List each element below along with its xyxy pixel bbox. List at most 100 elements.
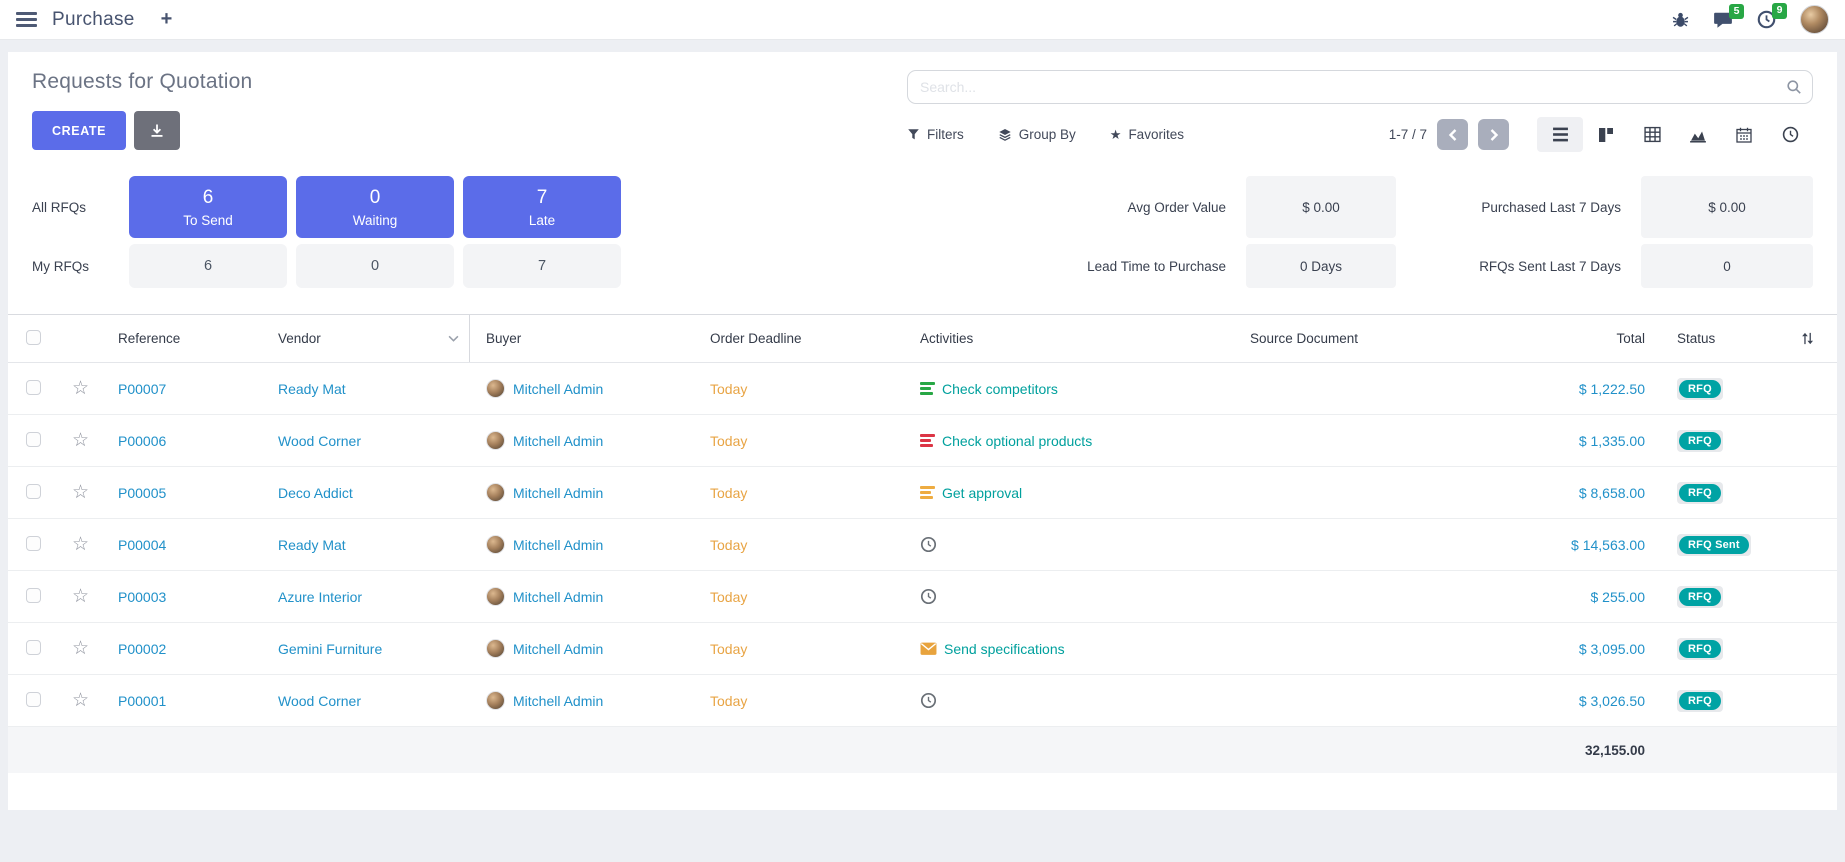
group-by-button[interactable]: Group By	[998, 127, 1076, 142]
all-late-tile[interactable]: 7 Late	[463, 176, 621, 238]
activity-cell[interactable]	[904, 536, 1234, 553]
favorite-star-icon[interactable]: ☆	[72, 378, 90, 399]
header-status[interactable]: Status	[1677, 331, 1716, 346]
pager-previous-button[interactable]	[1437, 119, 1468, 150]
buyer-link[interactable]: Mitchell Admin	[513, 536, 604, 553]
all-to-send-tile[interactable]: 6 To Send	[129, 176, 287, 238]
activity-cell[interactable]	[904, 588, 1234, 605]
buyer-link[interactable]: Mitchell Admin	[513, 432, 604, 449]
my-late-tile[interactable]: 7	[463, 244, 621, 288]
messages-badge: 5	[1729, 3, 1744, 20]
total-cell: $ 255.00	[1590, 588, 1646, 605]
vendor-link[interactable]: Deco Addict	[278, 484, 353, 501]
row-checkbox[interactable]	[26, 691, 41, 707]
favorite-star-icon[interactable]: ☆	[72, 586, 90, 607]
list-view-button[interactable]	[1537, 117, 1583, 152]
row-checkbox[interactable]	[26, 379, 41, 395]
activity-clock-icon[interactable]: 9	[1757, 3, 1787, 29]
all-rfqs-label: All RFQs	[32, 199, 86, 215]
table-row[interactable]: ☆ P00007 Ready Mat Mitchell Admin Today …	[8, 363, 1837, 415]
header-activities[interactable]: Activities	[920, 331, 974, 346]
new-tab-button[interactable]: +	[160, 8, 173, 30]
favorite-star-icon[interactable]: ☆	[72, 430, 90, 451]
vendor-link[interactable]: Wood Corner	[278, 692, 362, 709]
pivot-view-button[interactable]	[1629, 117, 1675, 152]
header-source-document[interactable]: Source Document	[1250, 331, 1359, 346]
buyer-link[interactable]: Mitchell Admin	[513, 692, 604, 709]
page-title: Requests for Quotation	[32, 70, 253, 93]
buyer-avatar	[486, 587, 505, 606]
header-reference[interactable]: Reference	[118, 331, 181, 346]
table-row[interactable]: ☆ P00003 Azure Interior Mitchell Admin T…	[8, 571, 1837, 623]
graph-view-icon	[1690, 131, 1706, 143]
activity-cell[interactable]: Check optional products	[904, 433, 1234, 449]
row-checkbox[interactable]	[26, 431, 41, 447]
table-row[interactable]: ☆ P00004 Ready Mat Mitchell Admin Today …	[8, 519, 1837, 571]
reference-link[interactable]: P00006	[118, 432, 167, 449]
reference-link[interactable]: P00004	[118, 536, 167, 553]
reference-link[interactable]: P00005	[118, 484, 167, 501]
table-row[interactable]: ☆ P00005 Deco Addict Mitchell Admin Toda…	[8, 467, 1837, 519]
activity-view-button[interactable]	[1767, 117, 1813, 152]
my-to-send-tile[interactable]: 6	[129, 244, 287, 288]
export-button[interactable]	[134, 111, 181, 150]
favorite-star-icon[interactable]: ☆	[72, 690, 90, 711]
table-row[interactable]: ☆ P00001 Wood Corner Mitchell Admin Toda…	[8, 675, 1837, 727]
bug-icon[interactable]	[1672, 11, 1689, 28]
calendar-view-button[interactable]	[1721, 117, 1767, 152]
user-avatar[interactable]	[1800, 5, 1829, 34]
group-by-icon	[999, 128, 1011, 141]
activity-cell[interactable]	[904, 692, 1234, 709]
reference-link[interactable]: P00002	[118, 640, 167, 657]
all-waiting-tile[interactable]: 0 Waiting	[296, 176, 454, 238]
favorite-star-icon[interactable]: ☆	[72, 638, 90, 659]
search-icon[interactable]	[1786, 79, 1802, 100]
reference-link[interactable]: P00007	[118, 380, 167, 397]
graph-view-button[interactable]	[1675, 117, 1721, 152]
favorites-button[interactable]: ★ Favorites	[1109, 126, 1184, 143]
apps-menu-icon[interactable]	[16, 12, 37, 27]
filter-icon	[908, 129, 919, 140]
reference-link[interactable]: P00003	[118, 588, 167, 605]
buyer-link[interactable]: Mitchell Admin	[513, 640, 604, 657]
total-cell: $ 14,563.00	[1571, 536, 1645, 553]
kanban-view-button[interactable]	[1583, 117, 1629, 152]
table-row[interactable]: ☆ P00002 Gemini Furniture Mitchell Admin…	[8, 623, 1837, 675]
envelope-icon	[920, 642, 937, 655]
search-input[interactable]	[907, 70, 1813, 104]
my-waiting-tile[interactable]: 0	[296, 244, 454, 288]
optional-columns-button[interactable]	[1777, 331, 1837, 346]
row-checkbox[interactable]	[26, 535, 41, 551]
vendor-link[interactable]: Wood Corner	[278, 432, 362, 449]
row-checkbox[interactable]	[26, 639, 41, 655]
order-deadline-cell: Today	[710, 640, 748, 657]
header-buyer[interactable]: Buyer	[486, 331, 522, 346]
purchased-last-7-days: $ 0.00	[1641, 176, 1813, 238]
vendor-link[interactable]: Ready Mat	[278, 536, 346, 553]
table-row[interactable]: ☆ P00006 Wood Corner Mitchell Admin Toda…	[8, 415, 1837, 467]
header-vendor[interactable]: Vendor	[262, 315, 470, 362]
row-checkbox[interactable]	[26, 587, 41, 603]
create-button[interactable]: CREATE	[32, 111, 127, 150]
row-checkbox[interactable]	[26, 483, 41, 499]
avg-order-value: $ 0.00	[1246, 176, 1396, 238]
vendor-link[interactable]: Gemini Furniture	[278, 640, 383, 657]
select-all-checkbox[interactable]	[26, 329, 41, 345]
activity-cell[interactable]: Send specifications	[904, 641, 1234, 657]
header-total[interactable]: Total	[1616, 331, 1645, 346]
header-order-deadline[interactable]: Order Deadline	[710, 331, 802, 346]
vendor-link[interactable]: Ready Mat	[278, 380, 346, 397]
reference-link[interactable]: P00001	[118, 692, 167, 709]
filters-button[interactable]: Filters	[907, 127, 964, 142]
favorite-star-icon[interactable]: ☆	[72, 534, 90, 555]
favorite-star-icon[interactable]: ☆	[72, 482, 90, 503]
activity-cell[interactable]: Get approval	[904, 485, 1234, 501]
buyer-link[interactable]: Mitchell Admin	[513, 380, 604, 397]
buyer-link[interactable]: Mitchell Admin	[513, 484, 604, 501]
activity-cell[interactable]: Check competitors	[904, 381, 1234, 397]
messages-icon[interactable]: 5	[1713, 3, 1744, 29]
pager-next-button[interactable]	[1478, 119, 1509, 150]
buyer-link[interactable]: Mitchell Admin	[513, 588, 604, 605]
vendor-link[interactable]: Azure Interior	[278, 588, 363, 605]
app-name[interactable]: Purchase	[52, 8, 135, 30]
